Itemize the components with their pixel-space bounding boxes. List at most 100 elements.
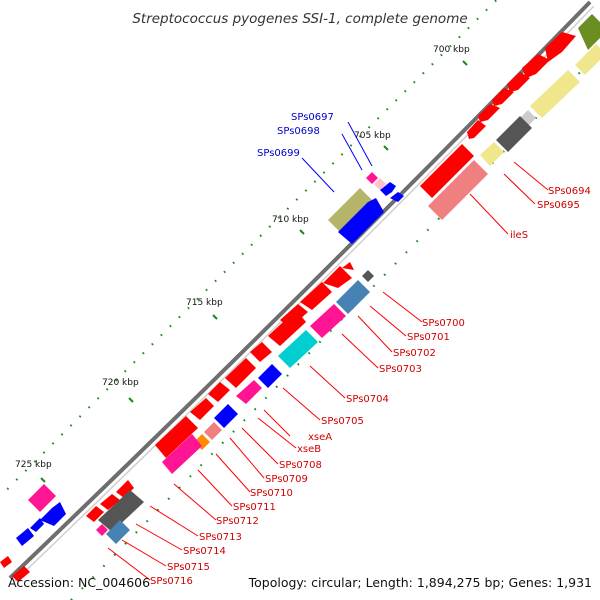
gene-arrow[interactable]: [214, 404, 238, 428]
scale-dot: [467, 26, 470, 30]
scale-dot: [241, 252, 245, 256]
gene-arrow[interactable]: [545, 32, 576, 62]
gene-label[interactable]: SPs0716: [150, 576, 193, 587]
gene-arrow[interactable]: [190, 398, 214, 420]
scale-dot: [405, 251, 408, 254]
scale-dot: [340, 153, 344, 156]
gene-block[interactable]: [96, 524, 108, 536]
gene-block[interactable]: [366, 172, 378, 184]
gene-label[interactable]: SPs0710: [250, 488, 293, 499]
gene-label[interactable]: ileS: [510, 230, 528, 241]
gene-block[interactable]: [162, 434, 202, 474]
gene-arrow[interactable]: [30, 518, 44, 532]
scale-dot: [87, 406, 91, 409]
gene-arrow[interactable]: [300, 282, 332, 310]
scale-dot: [187, 306, 190, 310]
scale-label-700: 700 kbp: [433, 45, 470, 55]
gene-arrow[interactable]: [268, 310, 306, 346]
gene-arrow[interactable]: [323, 266, 352, 288]
gene-arrow[interactable]: [86, 506, 104, 522]
gene-label[interactable]: SPs0704: [346, 394, 389, 405]
gene-arrow[interactable]: [467, 120, 486, 139]
gene-block[interactable]: [480, 142, 504, 166]
gene-block[interactable]: [278, 330, 318, 368]
gene-label[interactable]: xseA: [308, 432, 332, 443]
gene-block[interactable]: [362, 270, 374, 282]
scale-dot: [385, 107, 389, 111]
gene-block[interactable]: [204, 422, 222, 440]
gene-block[interactable]: [236, 380, 262, 404]
gene-labels-blue: SPs0697 SPs0698 SPs0699: [257, 112, 334, 159]
scale-dot: [169, 324, 172, 328]
gene-arrow[interactable]: [478, 104, 500, 122]
scale-dot: [286, 374, 289, 377]
gene-label[interactable]: SPs0711: [233, 502, 276, 513]
gene-label[interactable]: xseB: [297, 444, 321, 455]
gene-block[interactable]: [106, 520, 130, 544]
gene-block[interactable]: [98, 490, 144, 532]
gene-block[interactable]: [428, 160, 488, 220]
scale-dot: [476, 17, 479, 21]
gene-label[interactable]: SPs0694: [548, 186, 591, 197]
gene-label[interactable]: SPs0708: [279, 460, 322, 471]
gene-block[interactable]: [328, 188, 372, 232]
gene-arrow[interactable]: [390, 192, 404, 202]
gene-arrow[interactable]: [0, 556, 12, 568]
scale-dot: [322, 171, 326, 174]
gene-block[interactable]: [496, 116, 532, 152]
gene-label[interactable]: SPs0714: [183, 546, 226, 557]
gene-label[interactable]: SPs0701: [407, 332, 450, 343]
gene-label[interactable]: SPs0712: [216, 516, 259, 527]
scale-dot: [156, 508, 160, 512]
scale-dot: [367, 126, 371, 129]
gene-label[interactable]: SPs0695: [537, 200, 580, 211]
scale-dot: [232, 430, 235, 433]
gene-block[interactable]: [374, 178, 386, 190]
gene-label[interactable]: SPs0697: [291, 112, 334, 123]
gene-arrow[interactable]: [16, 528, 34, 546]
scale-dot: [24, 469, 28, 472]
gene-label[interactable]: SPs0700: [422, 318, 465, 329]
gene-arrow[interactable]: [116, 480, 134, 498]
gene-arrow[interactable]: [507, 72, 530, 92]
gene-label[interactable]: SPs0698: [277, 126, 320, 137]
gene-arrow[interactable]: [208, 382, 230, 402]
scale-dot: [223, 270, 226, 274]
gene-arrow[interactable]: [342, 262, 354, 270]
gene-label[interactable]: SPs0699: [257, 148, 300, 159]
gene-label[interactable]: SPs0709: [265, 474, 308, 485]
gene-arrow[interactable]: [12, 566, 30, 582]
gene-arrow[interactable]: [258, 364, 282, 388]
scale-dot: [51, 442, 55, 445]
gene-block[interactable]: [575, 44, 600, 75]
gene-arrow[interactable]: [578, 14, 600, 50]
scale-dot: [96, 397, 100, 400]
scale-dot: [304, 189, 308, 192]
scale-dot: [394, 98, 398, 102]
gene-label[interactable]: SPs0702: [393, 348, 436, 359]
gene-arrow[interactable]: [338, 198, 384, 244]
gene-block[interactable]: [530, 70, 580, 118]
scale-dot: [102, 564, 106, 568]
gene-block[interactable]: [336, 280, 370, 314]
scale-dot: [33, 460, 37, 463]
gene-block[interactable]: [28, 484, 56, 512]
scale-label-715: 715 kbp: [186, 298, 223, 308]
gene-arrow[interactable]: [100, 494, 120, 510]
gene-block[interactable]: [310, 304, 346, 338]
gene-label[interactable]: SPs0703: [379, 364, 422, 375]
leader-lines-red: [107, 161, 549, 581]
gene-arrow[interactable]: [225, 358, 256, 388]
gene-arrow[interactable]: [250, 342, 272, 362]
gene-arrow[interactable]: [420, 144, 474, 198]
gene-arrow[interactable]: [40, 502, 66, 526]
gene-label[interactable]: SPs0715: [167, 562, 210, 573]
gene-arrow[interactable]: [155, 416, 198, 458]
gene-label[interactable]: SPs0705: [321, 416, 364, 427]
scale-dot: [264, 396, 268, 400]
gene-arrow[interactable]: [522, 54, 550, 78]
gene-label[interactable]: SPs0713: [199, 532, 242, 543]
gene-arrow[interactable]: [492, 88, 514, 106]
gene-arrow[interactable]: [380, 182, 396, 196]
